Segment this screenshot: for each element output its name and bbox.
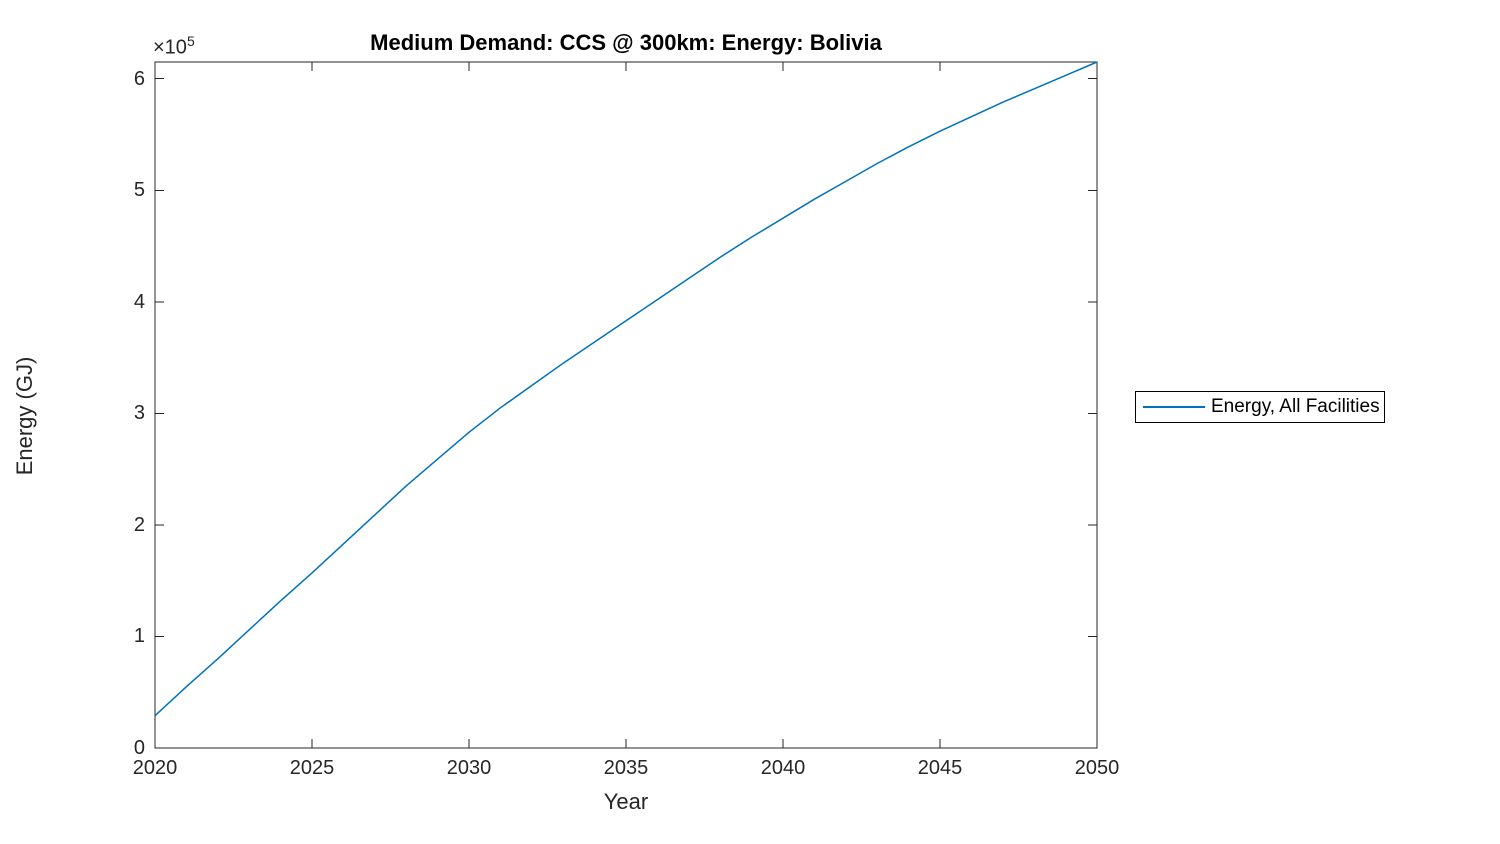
data-line-energy-all-facilities [154, 61, 1098, 717]
x-tick-label: 2035 [603, 757, 649, 779]
legend-entry-label: Energy, All Facilities [1211, 396, 1380, 417]
y-tick-label: 5 [133, 179, 145, 202]
x-tick-label: 2020 [132, 757, 178, 779]
exponent-power: 5 [186, 33, 195, 49]
chart-title: Medium Demand: CCS @ 300km: Energy: Boli… [370, 30, 882, 55]
y-tick-label: 0 [133, 737, 145, 759]
x-tick-label: 2025 [289, 757, 335, 779]
y-axis-label: Energy (GJ) [12, 356, 37, 476]
y-tick-label: 6 [133, 67, 145, 90]
exponent-base: ×10 [153, 36, 187, 59]
x-tick-label: 2030 [446, 757, 492, 779]
y-tick-label: 4 [133, 290, 145, 313]
axes-box [154, 61, 1098, 749]
x-tick-label: 2050 [1074, 757, 1120, 779]
y-tick-label: 3 [133, 402, 145, 425]
y-axis-exponent-label: ×105 [153, 33, 195, 60]
x-tick-label: 2040 [760, 757, 806, 779]
tick-marks [154, 62, 1098, 749]
legend: Energy, All Facilities [1135, 391, 1385, 423]
x-tick-label: 2045 [917, 757, 963, 779]
y-tick-label: 2 [133, 513, 145, 536]
x-axis-label: Year [603, 789, 649, 814]
legend-line-sample [1143, 406, 1205, 408]
y-tick-label: 1 [133, 625, 145, 648]
